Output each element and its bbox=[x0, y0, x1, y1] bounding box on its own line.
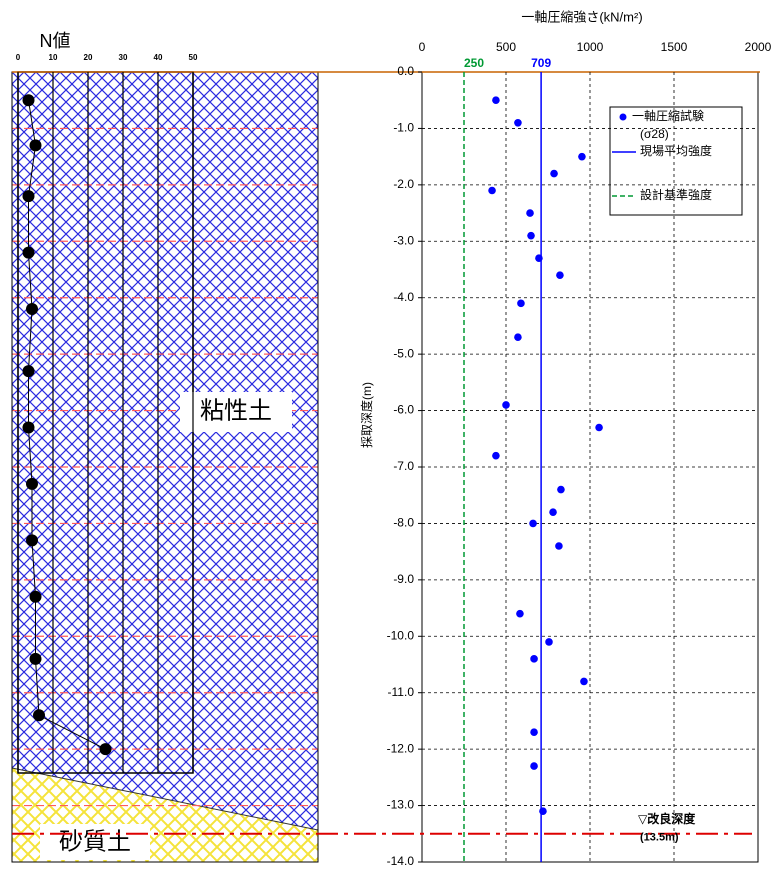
x-tick-label: 40 bbox=[154, 53, 163, 62]
n-point bbox=[23, 422, 35, 434]
legend-label: (σ28) bbox=[640, 127, 669, 141]
point bbox=[530, 655, 538, 663]
n-point bbox=[23, 94, 35, 106]
y-tick-label: -10.0 bbox=[387, 628, 415, 642]
point bbox=[555, 542, 563, 550]
n-point bbox=[26, 478, 38, 490]
y-tick-label: -8.0 bbox=[393, 516, 414, 530]
point bbox=[514, 119, 522, 127]
x-tick-label: 2000 bbox=[745, 40, 772, 54]
y-tick-label: -3.0 bbox=[393, 233, 414, 247]
point bbox=[527, 232, 535, 240]
point bbox=[550, 170, 558, 178]
x-tick-label: 10 bbox=[49, 53, 58, 62]
point bbox=[549, 508, 557, 516]
n-point bbox=[23, 247, 35, 259]
point bbox=[556, 271, 564, 279]
y-tick-label: -12.0 bbox=[387, 741, 415, 755]
y-tick-label: -13.0 bbox=[387, 798, 415, 812]
y-tick-label: -2.0 bbox=[393, 177, 414, 191]
value-label: 709 bbox=[531, 56, 551, 70]
x-tick-label: 500 bbox=[496, 40, 516, 54]
n-point bbox=[33, 709, 45, 721]
x-tick-label: 30 bbox=[119, 53, 128, 62]
chart: N値 粘性土 砂質土 一軸圧縮強さ(kN/m²) 採取深度(m) 0 10 20 30… bbox=[0, 0, 780, 872]
y-tick-label: -9.0 bbox=[393, 572, 414, 586]
point bbox=[530, 728, 538, 736]
point bbox=[595, 424, 603, 432]
x-tick-label: 0 bbox=[419, 40, 426, 54]
point bbox=[545, 638, 553, 646]
y-tick-label: -11.0 bbox=[388, 685, 415, 699]
n-point bbox=[23, 190, 35, 202]
x-tick-label: 0 bbox=[16, 53, 21, 62]
point bbox=[535, 254, 543, 262]
annotation: (13.5m) bbox=[640, 832, 679, 844]
n-point bbox=[30, 139, 42, 151]
y-axis-label: 採取深度(m) bbox=[359, 382, 374, 448]
y-tick-label: -6.0 bbox=[393, 403, 414, 417]
n-point bbox=[23, 365, 35, 377]
value-label: 250 bbox=[464, 56, 484, 70]
point bbox=[539, 807, 547, 815]
point bbox=[557, 486, 565, 494]
y-tick-label: -1.0 bbox=[393, 121, 414, 135]
y-tick-label: -4.0 bbox=[393, 290, 414, 304]
zone-label: 砂質土 bbox=[59, 828, 131, 856]
point bbox=[502, 401, 510, 409]
x-tick-label: 50 bbox=[189, 53, 198, 62]
n-point bbox=[30, 591, 42, 603]
point bbox=[492, 96, 500, 104]
point bbox=[488, 187, 496, 195]
point bbox=[514, 333, 522, 341]
x-tick-label: 1000 bbox=[577, 40, 604, 54]
chart-title: 一軸圧縮強さ(kN/m²) bbox=[521, 9, 642, 24]
legend-label: 設計基準強度 bbox=[640, 187, 712, 202]
y-tick-label: -14.0 bbox=[387, 854, 415, 868]
point bbox=[516, 610, 524, 618]
y-tick-label: -7.0 bbox=[393, 459, 414, 473]
point bbox=[578, 153, 586, 161]
n-point bbox=[100, 743, 112, 755]
y-tick-label: 0.0 bbox=[397, 64, 414, 78]
n-point bbox=[26, 303, 38, 315]
n-point bbox=[26, 534, 38, 546]
n-title: N値 bbox=[40, 31, 71, 51]
legend-label: 現場平均強度 bbox=[640, 143, 712, 158]
point bbox=[517, 300, 525, 308]
zone-label: 粘性土 bbox=[200, 397, 272, 425]
x-tick-label: 1500 bbox=[661, 40, 688, 54]
annotation: ▽改良深度 bbox=[638, 811, 696, 826]
clay-layer bbox=[12, 72, 318, 830]
n-point bbox=[30, 653, 42, 665]
x-tick-label: 20 bbox=[84, 53, 93, 62]
point bbox=[526, 209, 534, 217]
point bbox=[492, 452, 500, 460]
point bbox=[529, 520, 537, 528]
point bbox=[530, 762, 538, 770]
y-tick-label: -5.0 bbox=[393, 346, 414, 360]
legend-label: 一軸圧縮試験 bbox=[632, 108, 704, 123]
legend-marker bbox=[620, 114, 627, 121]
point bbox=[580, 678, 588, 686]
